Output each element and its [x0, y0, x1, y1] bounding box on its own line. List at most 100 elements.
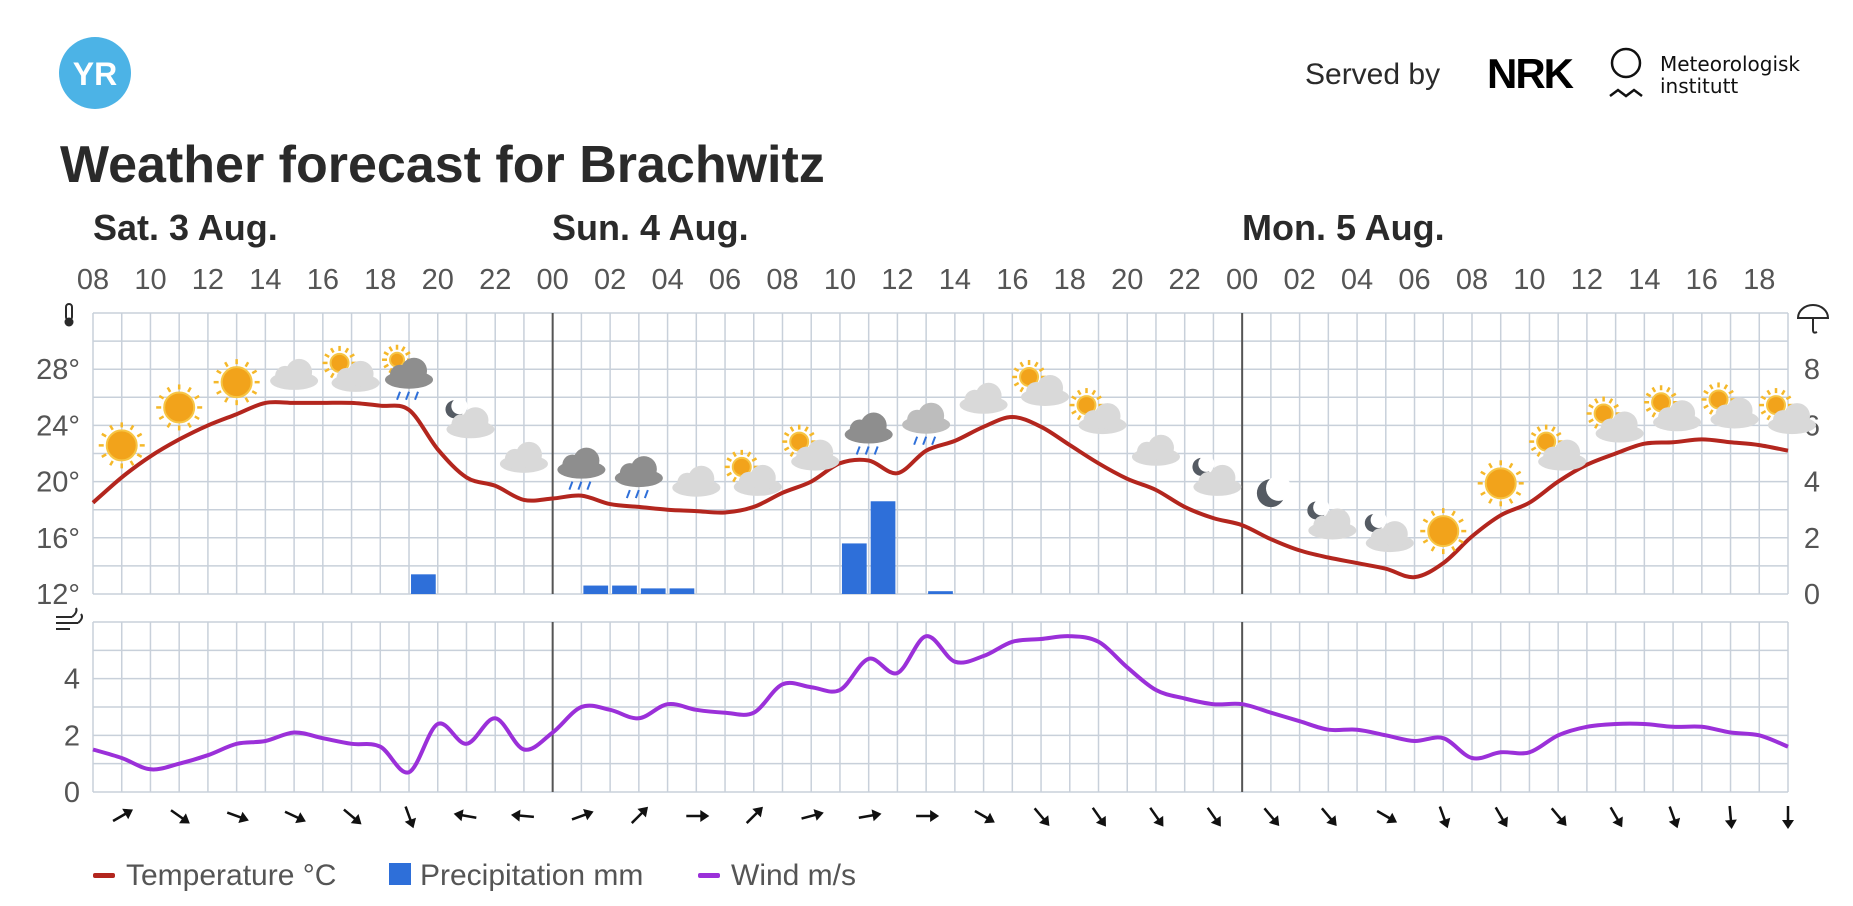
sun-ray: [187, 386, 192, 393]
wind-arrow: [1320, 807, 1337, 826]
sun-ray: [194, 415, 200, 421]
wind-arrow: [453, 809, 477, 822]
hour-tick-label: 06: [1398, 264, 1430, 296]
precipitation-bar: [640, 588, 666, 594]
met-logo-line2: institutt: [1660, 74, 1738, 98]
cloud-part: [1209, 464, 1236, 491]
yr-logo[interactable]: YR: [59, 37, 131, 109]
day-label-sat: Sat. 3 Aug.: [93, 207, 278, 248]
weather-icons: [98, 344, 1816, 555]
sun-ray: [400, 346, 406, 352]
sun-ray: [101, 453, 107, 458]
sun-ray: [216, 369, 222, 375]
precipitation-bar: [870, 501, 896, 594]
sun-ray: [1670, 392, 1677, 398]
wind-arrow-head: [1210, 815, 1221, 827]
sun-ray: [224, 397, 229, 403]
sun-ray: [1096, 395, 1102, 401]
raindrop: [922, 436, 928, 446]
cloud-part: [1784, 403, 1810, 430]
sun-ray: [1760, 395, 1767, 401]
sun-ray: [1594, 423, 1599, 429]
sun-ray: [1019, 386, 1025, 393]
hour-tick-label: 20: [1111, 264, 1143, 296]
wind-arrow-head: [700, 810, 710, 822]
cloud-icon: [270, 358, 319, 390]
sun-ray: [158, 415, 165, 421]
hour-tick-label: 04: [651, 264, 683, 296]
sun-ray: [1766, 414, 1772, 421]
hour-tick-label: 16: [307, 264, 339, 296]
sun-ray: [1071, 409, 1077, 415]
sun-ray: [1480, 491, 1486, 496]
sun-ray: [1551, 426, 1556, 432]
cloud-part: [286, 358, 313, 385]
wind-arrow-head: [813, 809, 824, 821]
moon-shadow: [1370, 511, 1387, 529]
wind-arrow-head: [179, 813, 190, 824]
raindrop: [586, 481, 592, 491]
sun-ray: [1613, 403, 1619, 409]
sun-ray: [1651, 386, 1657, 393]
wind-arrow: [1206, 807, 1221, 827]
moon-shadow: [1313, 499, 1330, 516]
rain-cloud-sun-icon: [382, 344, 434, 401]
cloud-moon-icon: [1364, 511, 1414, 553]
hour-tick-label: 00: [537, 264, 569, 296]
hour-tick-label: 16: [996, 264, 1028, 296]
sun-ray: [388, 367, 394, 374]
sun-ray: [1708, 384, 1714, 390]
precipitation-axis-labels: 02468: [1804, 354, 1820, 611]
page-title: Weather forecast for Brachwitz: [60, 136, 825, 194]
raindrop: [913, 436, 919, 446]
wind-arrow-head: [1095, 815, 1106, 827]
rain-cloud-icon: [614, 456, 663, 499]
sun-ray: [1076, 389, 1082, 396]
hour-tick-labels: 08 10 12 14 16 18 20 22 00 02 04 06 08 10 12 14 16 18 20 22…: [77, 264, 1776, 296]
temperature-axis-tick: 24°: [36, 410, 80, 442]
sun-ray: [1515, 491, 1522, 496]
precipitation-bar: [612, 585, 637, 594]
sun-ray: [1430, 546, 1436, 552]
wind-arrow: [1438, 806, 1451, 829]
temperature-axis-tick: 12°: [36, 579, 80, 611]
sun-ray: [109, 424, 114, 431]
sun-ray: [1555, 432, 1562, 437]
hour-tick-label: 18: [364, 264, 396, 296]
wind-arrow: [226, 811, 249, 824]
hour-tick-label: 10: [824, 264, 856, 296]
precipitation-bars: [411, 501, 953, 594]
hour-tick-label: 12: [881, 264, 913, 296]
sun-disc: [1427, 515, 1460, 548]
sun-ray: [1760, 409, 1767, 415]
sun-ray: [1666, 386, 1671, 393]
partly-cloudy-sun-icon: [1529, 424, 1587, 471]
sun-icon: [1477, 460, 1524, 507]
sun-ray: [1645, 407, 1652, 412]
cloud-part: [1669, 400, 1696, 427]
met-institute-logo[interactable]: Meteorologisk institutt: [1609, 47, 1800, 98]
hour-tick-label: 06: [709, 264, 741, 296]
raindrop: [643, 489, 649, 499]
cloud-icon: [959, 382, 1008, 414]
raindrop: [873, 446, 879, 455]
hour-tick-label: 10: [134, 264, 166, 296]
cloud-part: [918, 402, 945, 429]
wind-arrow-head: [1612, 816, 1623, 828]
wind-arrow-head: [238, 811, 249, 824]
sun-ray: [1723, 384, 1729, 390]
nrk-logo[interactable]: NRK: [1487, 50, 1576, 97]
sun-ray: [1536, 451, 1542, 457]
sun-ray: [1488, 462, 1493, 469]
sun-ray: [1458, 518, 1464, 524]
hour-tick-label: 04: [1341, 264, 1373, 296]
sun-icon: [156, 384, 203, 431]
hour-tick-label: 14: [939, 264, 971, 296]
hour-tick-label: 18: [1743, 264, 1775, 296]
sun-ray: [1780, 389, 1786, 396]
temperature-axis-tick: 16°: [36, 523, 80, 555]
wind-arrow-head: [637, 806, 649, 818]
sun-ray: [1430, 510, 1436, 517]
wind-arrow: [1033, 807, 1050, 826]
